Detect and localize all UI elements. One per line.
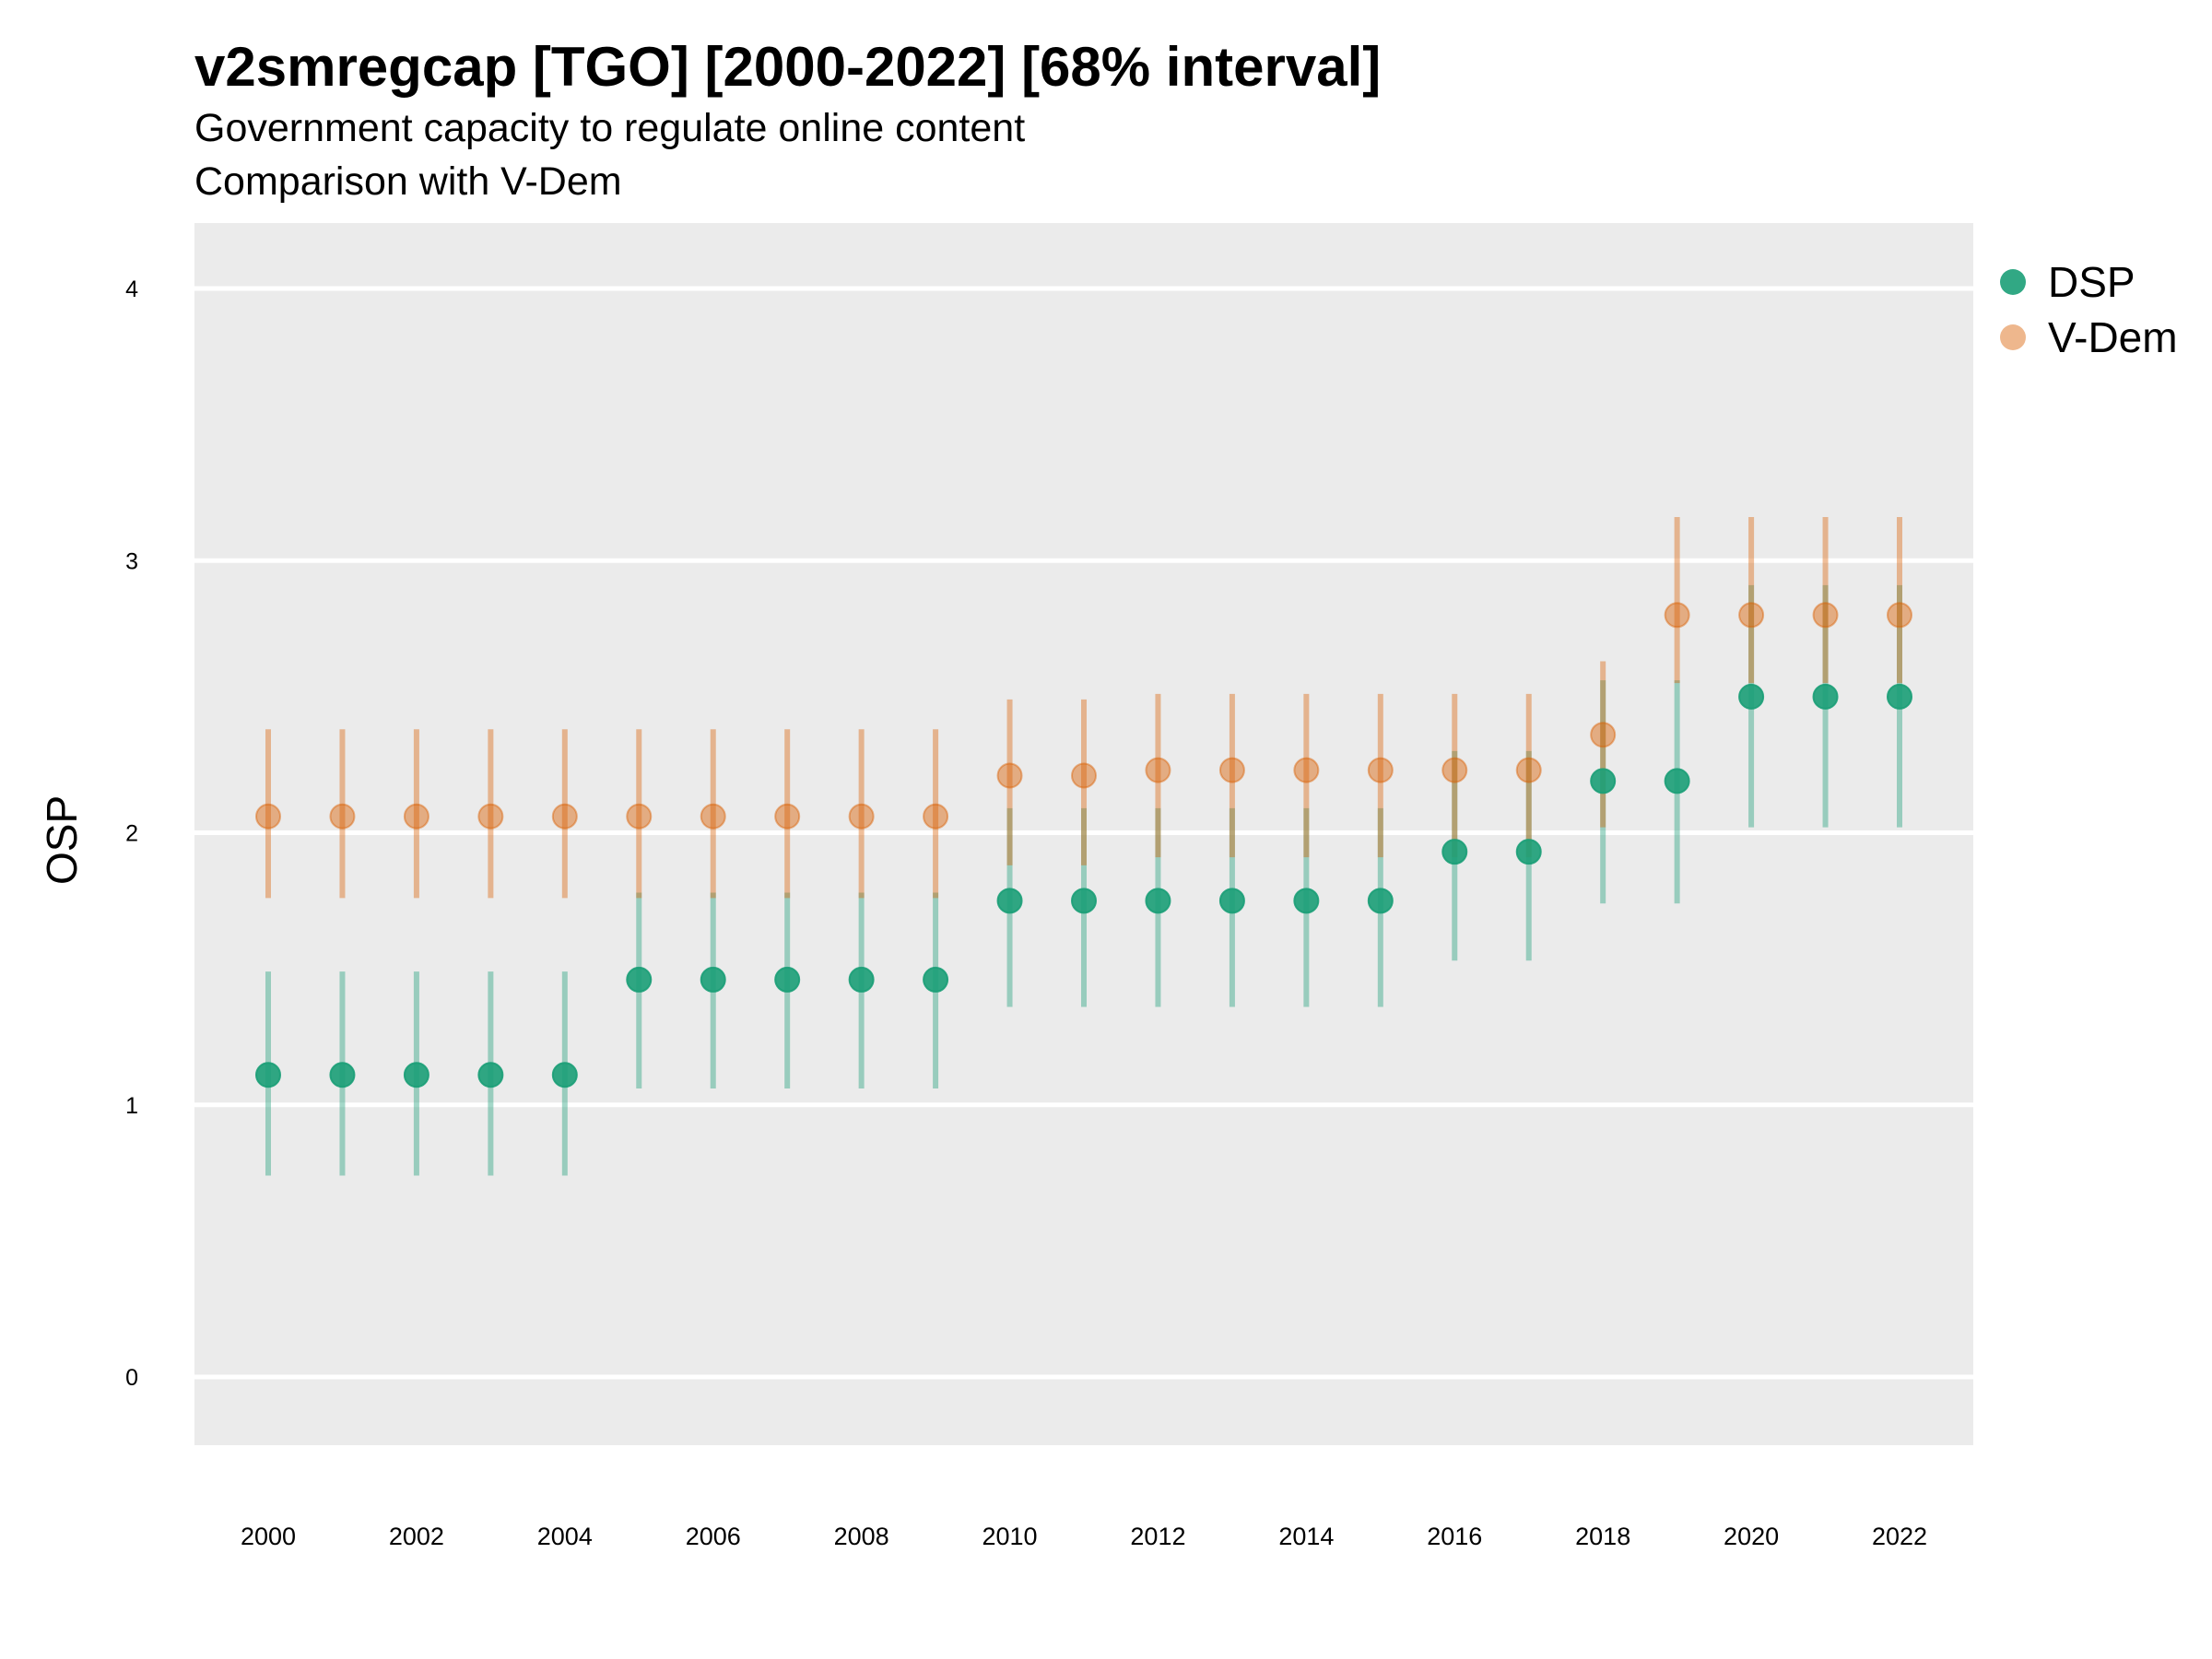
point-vdem-2019 — [1664, 602, 1690, 629]
point-dsp-2010 — [996, 888, 1023, 914]
point-dsp-2008 — [848, 966, 875, 993]
y-tick-label-2: 2 — [125, 821, 138, 847]
x-tick-label-2020: 2020 — [1724, 1523, 1779, 1550]
y-axis-label: OSP — [38, 794, 86, 885]
legend-label-vdem: V-Dem — [2048, 313, 2178, 361]
point-dsp-2013 — [1218, 888, 1245, 914]
point-vdem-2022 — [1887, 602, 1912, 629]
point-vdem-2021 — [1812, 602, 1839, 629]
point-dsp-2021 — [1812, 683, 1839, 710]
legend-label-dsp: DSP — [2048, 258, 2136, 306]
point-vdem-2018 — [1590, 722, 1617, 748]
point-vdem-2005 — [626, 803, 653, 830]
point-vdem-2001 — [329, 803, 356, 830]
point-dsp-2015 — [1367, 888, 1394, 914]
point-dsp-2011 — [1071, 888, 1097, 914]
legend-item-vdem: V-Dem — [2000, 310, 2178, 365]
point-vdem-2002 — [403, 803, 429, 830]
x-tick-label-2006: 2006 — [686, 1523, 741, 1550]
y-tick-label-3: 3 — [125, 548, 138, 574]
x-tick-label-2022: 2022 — [1872, 1523, 1927, 1550]
point-vdem-2006 — [700, 803, 726, 830]
point-vdem-2010 — [996, 762, 1023, 789]
x-tick-label-2000: 2000 — [241, 1523, 296, 1550]
point-vdem-2014 — [1293, 757, 1320, 783]
point-dsp-2022 — [1887, 683, 1912, 710]
y-tick-label-0: 0 — [125, 1365, 138, 1391]
x-tick-label-2016: 2016 — [1427, 1523, 1482, 1550]
x-tick-label-2008: 2008 — [834, 1523, 889, 1550]
chart-subtitle-line-2: Comparison with V-Dem — [194, 159, 622, 204]
point-vdem-2000 — [255, 803, 281, 830]
point-vdem-2016 — [1441, 757, 1468, 783]
point-dsp-2003 — [477, 1062, 504, 1088]
point-dsp-2009 — [923, 966, 949, 993]
point-dsp-2007 — [774, 966, 801, 993]
point-dsp-2005 — [626, 966, 653, 993]
legend-marker-dsp — [2000, 269, 2026, 295]
point-dsp-2014 — [1293, 888, 1320, 914]
legend-item-dsp: DSP — [2000, 254, 2178, 310]
point-vdem-2012 — [1145, 757, 1171, 783]
point-vdem-2011 — [1071, 762, 1097, 789]
point-vdem-2013 — [1218, 757, 1245, 783]
y-tick-label-1: 1 — [125, 1093, 138, 1119]
point-vdem-2007 — [774, 803, 801, 830]
point-dsp-2001 — [329, 1062, 356, 1088]
point-dsp-2000 — [255, 1062, 281, 1088]
point-vdem-2017 — [1515, 757, 1542, 783]
point-dsp-2004 — [551, 1062, 578, 1088]
legend: DSP V-Dem — [2000, 254, 2178, 365]
legend-marker-vdem — [2000, 324, 2026, 350]
point-dsp-2020 — [1738, 683, 1765, 710]
point-vdem-2009 — [923, 803, 949, 830]
point-dsp-2016 — [1441, 839, 1468, 865]
x-tick-label-2012: 2012 — [1130, 1523, 1185, 1550]
point-dsp-2017 — [1515, 839, 1542, 865]
point-dsp-2018 — [1590, 768, 1617, 794]
point-vdem-2008 — [848, 803, 875, 830]
point-vdem-2003 — [477, 803, 504, 830]
point-dsp-2012 — [1145, 888, 1171, 914]
chart-subtitle-line-1: Government capacity to regulate online c… — [194, 106, 1026, 150]
x-tick-label-2004: 2004 — [537, 1523, 593, 1550]
point-vdem-2004 — [551, 803, 578, 830]
x-tick-label-2018: 2018 — [1575, 1523, 1630, 1550]
point-dsp-2002 — [403, 1062, 429, 1088]
point-vdem-2015 — [1367, 757, 1394, 783]
point-dsp-2019 — [1664, 768, 1690, 794]
x-tick-label-2010: 2010 — [982, 1523, 1038, 1550]
y-tick-label-4: 4 — [125, 276, 138, 302]
point-vdem-2020 — [1738, 602, 1765, 629]
x-tick-label-2002: 2002 — [389, 1523, 444, 1550]
point-dsp-2006 — [700, 966, 726, 993]
x-tick-label-2014: 2014 — [1278, 1523, 1334, 1550]
chart-title: v2smregcap [TGO] [2000-2022] [68% interv… — [194, 36, 1382, 98]
